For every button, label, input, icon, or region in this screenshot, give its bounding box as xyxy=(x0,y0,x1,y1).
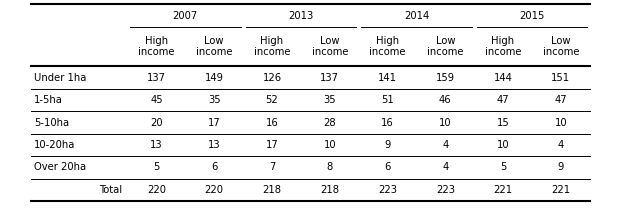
Text: High
income: High income xyxy=(485,36,521,57)
Text: Low
income: Low income xyxy=(196,36,232,57)
Text: 10: 10 xyxy=(324,140,336,150)
Text: 137: 137 xyxy=(147,73,166,83)
Text: 10: 10 xyxy=(497,140,509,150)
Text: High
income: High income xyxy=(369,36,406,57)
Text: Low
income: Low income xyxy=(427,36,463,57)
Text: 7: 7 xyxy=(269,162,275,172)
Text: 223: 223 xyxy=(378,185,397,195)
Text: 45: 45 xyxy=(150,95,163,105)
Text: 220: 220 xyxy=(147,185,166,195)
Text: 1-5ha: 1-5ha xyxy=(34,95,63,105)
Text: High
income: High income xyxy=(254,36,290,57)
Text: 5: 5 xyxy=(153,162,160,172)
Text: Under 1ha: Under 1ha xyxy=(34,73,86,83)
Text: 5: 5 xyxy=(500,162,506,172)
Text: 9: 9 xyxy=(384,140,391,150)
Text: 10: 10 xyxy=(555,117,567,128)
Text: 4: 4 xyxy=(442,140,448,150)
Text: 4: 4 xyxy=(558,140,564,150)
Text: 2007: 2007 xyxy=(173,11,198,21)
Text: 2014: 2014 xyxy=(404,11,429,21)
Text: 218: 218 xyxy=(320,185,339,195)
Text: 16: 16 xyxy=(266,117,278,128)
Text: 17: 17 xyxy=(208,117,220,128)
Text: 52: 52 xyxy=(266,95,278,105)
Text: 4: 4 xyxy=(442,162,448,172)
Text: 35: 35 xyxy=(208,95,220,105)
Text: High
income: High income xyxy=(138,36,175,57)
Text: 51: 51 xyxy=(381,95,394,105)
Text: 221: 221 xyxy=(551,185,570,195)
Text: 16: 16 xyxy=(381,117,394,128)
Text: Over 20ha: Over 20ha xyxy=(34,162,86,172)
Text: 47: 47 xyxy=(497,95,509,105)
Text: Low
income: Low income xyxy=(312,36,348,57)
Text: 10-20ha: 10-20ha xyxy=(34,140,75,150)
Text: 9: 9 xyxy=(558,162,564,172)
Text: 8: 8 xyxy=(327,162,333,172)
Text: 6: 6 xyxy=(384,162,391,172)
Text: 47: 47 xyxy=(555,95,567,105)
Text: 159: 159 xyxy=(436,73,455,83)
Text: Total: Total xyxy=(99,185,123,195)
Text: 144: 144 xyxy=(494,73,512,83)
Text: 2013: 2013 xyxy=(288,11,314,21)
Text: 141: 141 xyxy=(378,73,397,83)
Text: 13: 13 xyxy=(150,140,163,150)
Text: 10: 10 xyxy=(439,117,451,128)
Text: 221: 221 xyxy=(494,185,512,195)
Text: 223: 223 xyxy=(436,185,455,195)
Text: 126: 126 xyxy=(263,73,281,83)
Text: 15: 15 xyxy=(497,117,509,128)
Text: 46: 46 xyxy=(439,95,451,105)
Text: 151: 151 xyxy=(551,73,570,83)
Text: 5-10ha: 5-10ha xyxy=(34,117,69,128)
Text: 137: 137 xyxy=(320,73,339,83)
Text: 13: 13 xyxy=(208,140,220,150)
Text: 2015: 2015 xyxy=(519,11,545,21)
Text: 20: 20 xyxy=(150,117,163,128)
Text: 35: 35 xyxy=(324,95,336,105)
Text: 220: 220 xyxy=(205,185,224,195)
Text: 149: 149 xyxy=(205,73,224,83)
Text: 6: 6 xyxy=(211,162,217,172)
Text: Low
income: Low income xyxy=(543,36,579,57)
Text: 28: 28 xyxy=(324,117,336,128)
Text: 218: 218 xyxy=(263,185,281,195)
Text: 17: 17 xyxy=(266,140,278,150)
